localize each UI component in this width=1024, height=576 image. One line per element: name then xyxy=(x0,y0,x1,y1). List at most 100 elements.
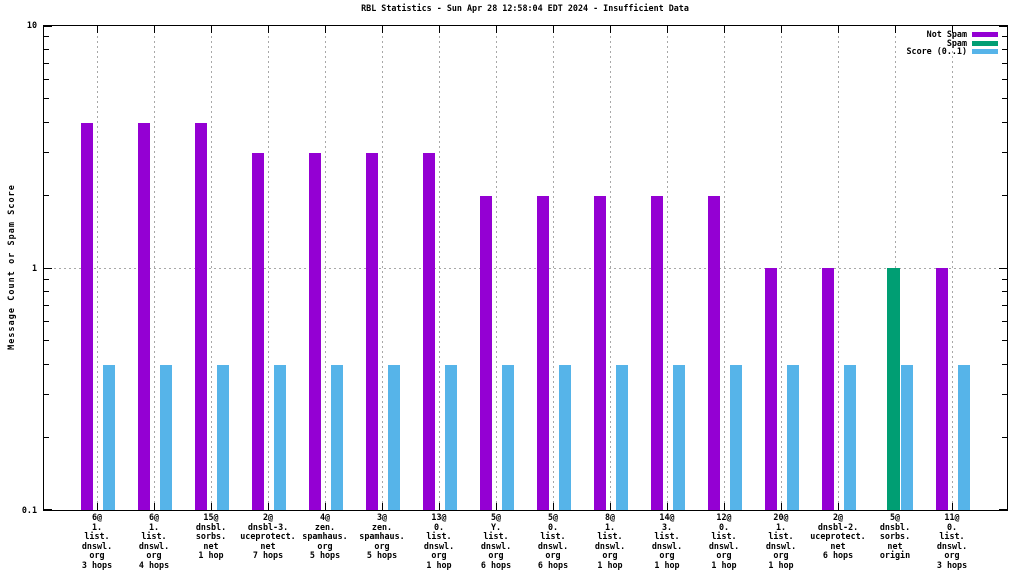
x-tick-label-line: dnsbl-2. xyxy=(817,521,859,532)
y-minor-tick-right xyxy=(1002,98,1007,99)
bar-spam xyxy=(887,268,900,510)
x-tick-label-line: spamhaus. xyxy=(359,531,405,542)
x-tick-label-line: 0. xyxy=(433,521,445,532)
x-tick-top xyxy=(382,26,383,33)
legend-swatch-spam xyxy=(972,40,998,46)
x-tick-top xyxy=(895,26,896,33)
y-minor-tick-right xyxy=(1002,394,1007,395)
x-tick-label-line: org xyxy=(602,550,618,561)
legend-swatch-not-spam xyxy=(972,31,998,37)
bar-not-spam xyxy=(81,123,93,510)
bar-not-spam xyxy=(708,196,720,510)
x-tick-label: 13@ 0. list. dnswl. org 1 hop xyxy=(410,512,468,571)
x-tick-top xyxy=(211,26,212,33)
x-tick-label-line: 1. xyxy=(91,521,103,532)
x-tick-label-line: 12@ xyxy=(716,512,732,522)
bar-score xyxy=(331,365,343,510)
x-tick-label-line: list. xyxy=(84,531,110,542)
x-tick-bottom xyxy=(97,503,98,510)
x-tick-top xyxy=(724,26,725,33)
x-tick-label-line: net xyxy=(203,540,219,551)
y-minor-tick-left xyxy=(44,437,49,438)
y-minor-tick-left xyxy=(44,49,49,50)
y-minor-tick-right xyxy=(1002,291,1007,292)
x-tick-label: 12@ 0. list. dnswl. org 1 hop xyxy=(695,512,753,571)
x-tick-label-line: list. xyxy=(483,531,509,542)
y-minor-tick-right xyxy=(1002,36,1007,37)
x-tick-label-line: list. xyxy=(426,531,452,542)
x-tick-top xyxy=(325,26,326,33)
x-tick-label-line: spamhaus. xyxy=(302,531,348,542)
y-minor-tick-left xyxy=(44,63,49,64)
x-tick-top xyxy=(667,26,668,33)
y-minor-tick-left xyxy=(44,79,49,80)
x-tick-label-line: 3@ xyxy=(376,512,388,522)
y-tick-label: 0.1 xyxy=(21,505,37,515)
y-minor-tick-left xyxy=(44,152,49,153)
x-tick-label-line: org xyxy=(89,550,105,561)
y-minor-tick-right xyxy=(1002,305,1007,306)
bar-not-spam xyxy=(252,153,264,510)
x-tick-label-line: net xyxy=(260,540,276,551)
x-tick-label-line: 1 hop xyxy=(597,559,623,570)
x-tick-bottom xyxy=(952,503,953,510)
x-tick-label-line: 6@ xyxy=(148,512,160,522)
x-tick-label: 5@ 0. list. dnswl. org 6 hops xyxy=(524,512,582,571)
x-tick-top xyxy=(553,26,554,33)
x-tick-label-line: list. xyxy=(711,531,737,542)
x-tick-label-line: 6@ xyxy=(91,512,103,522)
y-minor-tick-left xyxy=(44,195,49,196)
x-tick-label-line: dnswl. xyxy=(765,540,797,551)
x-tick-top xyxy=(268,26,269,33)
x-tick-label-line: dnswl. xyxy=(423,540,455,551)
bar-not-spam xyxy=(309,153,321,510)
x-tick-label-line: dnswl. xyxy=(537,540,569,551)
bar-not-spam xyxy=(822,268,834,510)
x-tick-label-line: uceprotect. xyxy=(810,531,866,542)
x-tick-label-line: list. xyxy=(654,531,680,542)
x-tick-label-line: dnswl. xyxy=(594,540,626,551)
y-minor-tick-left xyxy=(44,291,49,292)
bar-not-spam xyxy=(423,153,435,510)
x-tick-label-line: dnsbl. xyxy=(879,521,911,532)
x-tick-bottom xyxy=(781,503,782,510)
x-tick-label-line: 5 hops xyxy=(366,550,398,561)
y-minor-tick-left xyxy=(44,36,49,37)
gridline-y1 xyxy=(44,268,1007,269)
x-tick-label-line: org xyxy=(317,540,333,551)
x-tick-label-line: 1 hop xyxy=(654,559,680,570)
y-major-tick-right xyxy=(999,509,1007,510)
x-tick-top xyxy=(838,26,839,33)
x-tick-label-line: org xyxy=(659,550,675,561)
x-tick-label-line: 5@ xyxy=(889,512,901,522)
bar-not-spam xyxy=(537,196,549,510)
x-tick-label-line: org xyxy=(773,550,789,561)
x-tick-label-line: list. xyxy=(540,531,566,542)
x-tick-label: 5@ Y. list. dnswl. org 6 hops xyxy=(467,512,525,571)
x-tick-label-line: 7 hops xyxy=(252,550,284,561)
y-minor-tick-left xyxy=(44,98,49,99)
bar-score xyxy=(160,365,172,510)
x-tick-label-line: dnswl. xyxy=(81,540,113,551)
y-minor-tick-left xyxy=(44,321,49,322)
bar-score xyxy=(502,365,514,510)
x-tick-top xyxy=(439,26,440,33)
bar-not-spam xyxy=(651,196,663,510)
x-tick-label-line: 2@ xyxy=(832,512,844,522)
x-tick-label-line: 1 hop xyxy=(426,559,452,570)
x-tick-label-line: 6 hops xyxy=(537,559,569,570)
bar-score xyxy=(958,365,970,510)
x-tick-label-line: net xyxy=(887,540,903,551)
plot-area xyxy=(43,25,1008,511)
bar-score xyxy=(787,365,799,510)
y-minor-tick-right xyxy=(1002,279,1007,280)
y-minor-tick-left xyxy=(44,364,49,365)
y-minor-tick-right xyxy=(1002,364,1007,365)
y-minor-tick-left xyxy=(44,122,49,123)
x-tick-label-line: 1 hop xyxy=(768,559,794,570)
x-tick-label-line: 1 hop xyxy=(198,550,224,561)
x-tick-label-line: org xyxy=(431,550,447,561)
x-tick-label-line: 20@ xyxy=(773,512,789,522)
y-minor-tick-right xyxy=(1002,437,1007,438)
